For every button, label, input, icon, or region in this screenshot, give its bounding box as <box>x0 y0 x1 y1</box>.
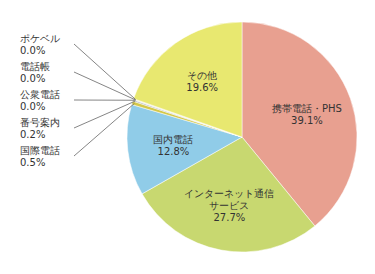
svg-text:0.5%: 0.5% <box>20 157 45 168</box>
svg-text:携帯電話・PHS39.1%: 携帯電話・PHS39.1% <box>272 102 342 125</box>
svg-text:インターネット通信サービス27.7%: インターネット通信サービス27.7% <box>184 187 274 222</box>
svg-text:ポケベル: ポケベル <box>20 33 60 44</box>
svg-text:公衆電話: 公衆電話 <box>20 89 60 100</box>
svg-text:国際電話: 国際電話 <box>20 145 60 156</box>
svg-text:0.0%: 0.0% <box>20 101 45 112</box>
svg-text:電話帳: 電話帳 <box>20 61 50 72</box>
svg-text:0.0%: 0.0% <box>20 45 45 56</box>
svg-text:番号案内: 番号案内 <box>20 117 60 128</box>
svg-text:国内電話12.8%: 国内電話12.8% <box>153 133 193 156</box>
svg-text:その他19.6%: その他19.6% <box>186 69 218 92</box>
svg-text:0.0%: 0.0% <box>20 73 45 84</box>
svg-text:0.2%: 0.2% <box>20 129 45 140</box>
